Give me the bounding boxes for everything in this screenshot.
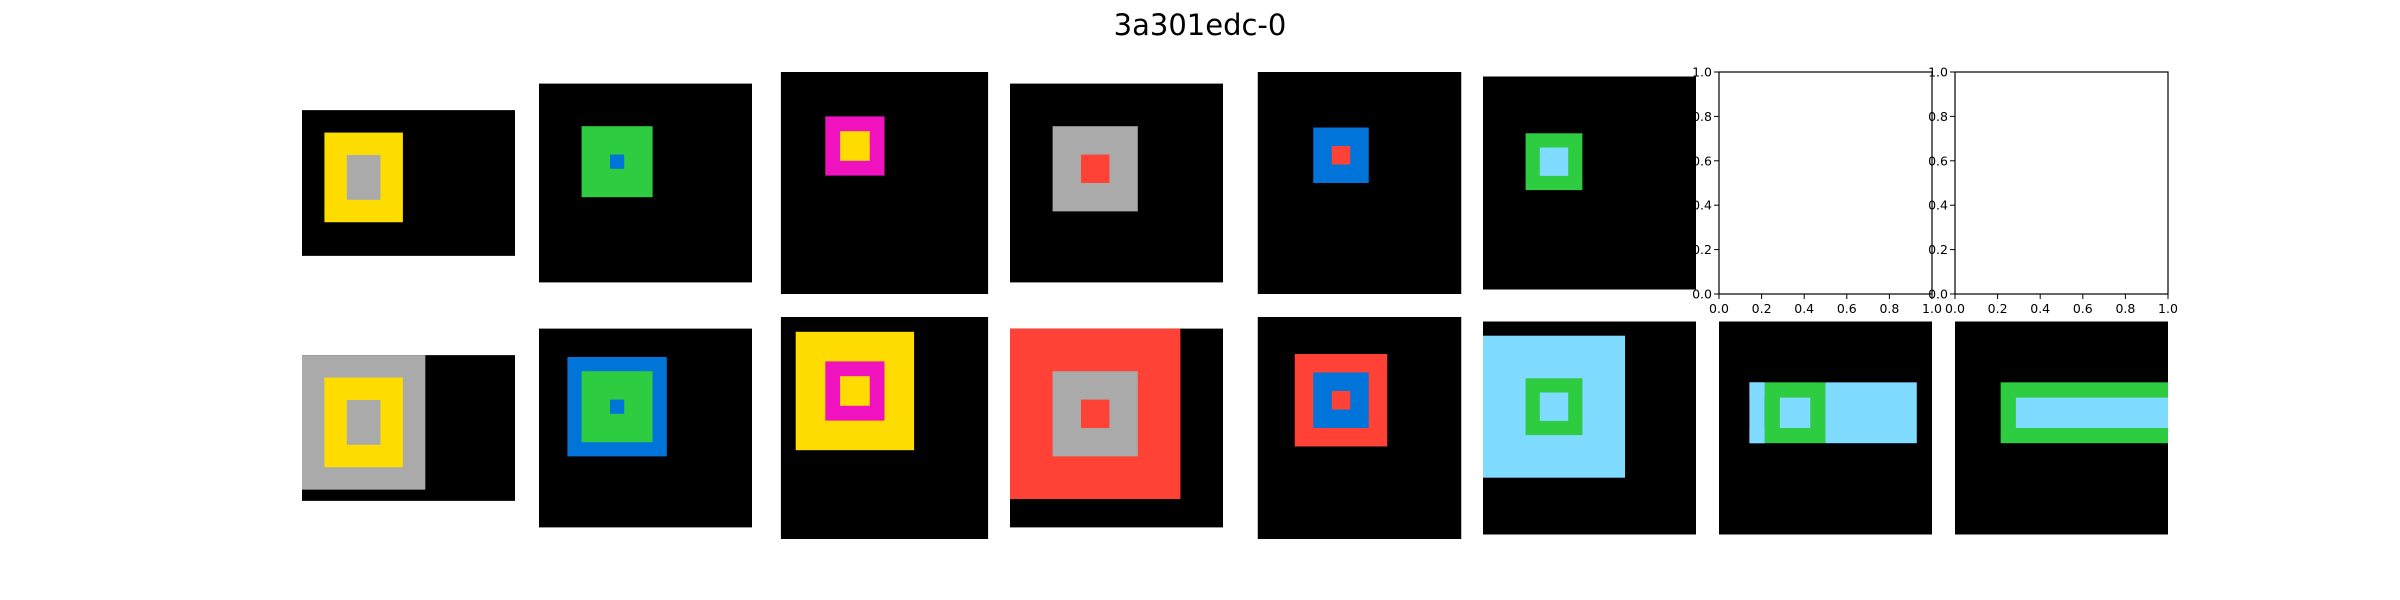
y-tick-label: 0.2 bbox=[1928, 242, 1948, 257]
x-tick-label: 0.8 bbox=[2115, 301, 2135, 316]
x-tick-label: 0.8 bbox=[1879, 301, 1899, 316]
colored-block bbox=[1825, 382, 1917, 444]
axes-frame bbox=[1718, 71, 1933, 295]
output-grid-7 bbox=[1719, 321, 1932, 535]
colored-block bbox=[1331, 391, 1351, 410]
y-tick-label: 0.0 bbox=[1692, 287, 1712, 302]
x-tick-label: 0.6 bbox=[1837, 301, 1857, 316]
y-tick-label: 0.2 bbox=[1692, 242, 1712, 257]
empty-axes-8: 0.00.0 0.2 0.2 0.4 0.4 0.6 0.6 0.8 0.8 1.0 1.0 bbox=[1928, 65, 2178, 317]
colored-block bbox=[2015, 397, 2168, 428]
y-tick-label: 1.0 bbox=[1928, 65, 1948, 80]
colored-block bbox=[1081, 154, 1110, 183]
output-grid-3 bbox=[780, 317, 989, 539]
colored-block bbox=[840, 376, 870, 406]
x-tick-label: 1.0 bbox=[1922, 301, 1942, 316]
output-grid-8 bbox=[1955, 321, 2168, 535]
x-tick-label: 0.0 bbox=[1709, 301, 1729, 316]
y-tick-label: 0.8 bbox=[1692, 109, 1712, 124]
colored-block bbox=[1081, 399, 1110, 428]
output-grid-5 bbox=[1257, 317, 1462, 539]
output-grid-1 bbox=[302, 355, 515, 501]
x-tick-label: 0.2 bbox=[1988, 301, 2008, 316]
colored-block bbox=[346, 154, 381, 200]
grid-background bbox=[1483, 76, 1696, 290]
output-grid-2 bbox=[539, 328, 752, 528]
input-grid-1 bbox=[302, 110, 515, 256]
empty-axes-7: 0.00.0 0.2 0.2 0.4 0.4 0.6 0.6 0.8 0.8 1.0 1.0 bbox=[1692, 65, 1942, 317]
input-grid-5 bbox=[1257, 72, 1462, 294]
x-tick-label: 0.4 bbox=[1794, 301, 1814, 316]
axes-frame bbox=[1954, 71, 2169, 295]
input-grid-6 bbox=[1483, 76, 1696, 290]
colored-block bbox=[346, 399, 381, 445]
x-tick-label: 0.0 bbox=[1945, 301, 1965, 316]
x-tick-label: 0.4 bbox=[2030, 301, 2050, 316]
colored-block bbox=[1331, 146, 1351, 165]
y-tick-label: 0.8 bbox=[1928, 109, 1948, 124]
y-tick-label: 0.0 bbox=[1928, 287, 1948, 302]
colored-block bbox=[840, 131, 870, 161]
x-tick-label: 0.6 bbox=[2073, 301, 2093, 316]
grid-background bbox=[780, 72, 989, 294]
y-tick-label: 0.6 bbox=[1692, 153, 1712, 168]
input-grid-2 bbox=[539, 83, 752, 283]
figure-title: 3a301edc-0 bbox=[1113, 8, 1287, 42]
y-tick-label: 0.4 bbox=[1692, 198, 1712, 213]
input-grid-4 bbox=[1010, 83, 1223, 283]
colored-block bbox=[610, 399, 625, 414]
y-tick-label: 0.6 bbox=[1928, 153, 1948, 168]
output-grid-6 bbox=[1483, 321, 1696, 535]
x-tick-label: 1.0 bbox=[2158, 301, 2178, 316]
colored-block bbox=[610, 154, 625, 169]
colored-block bbox=[1749, 382, 1765, 444]
input-grid-3 bbox=[780, 72, 989, 294]
y-tick-label: 1.0 bbox=[1692, 65, 1712, 80]
colored-block bbox=[1779, 397, 1811, 428]
y-tick-label: 0.4 bbox=[1928, 198, 1948, 213]
output-grid-4 bbox=[1010, 328, 1223, 528]
x-tick-label: 0.2 bbox=[1752, 301, 1772, 316]
colored-block bbox=[1539, 147, 1569, 176]
colored-block bbox=[1539, 392, 1569, 421]
